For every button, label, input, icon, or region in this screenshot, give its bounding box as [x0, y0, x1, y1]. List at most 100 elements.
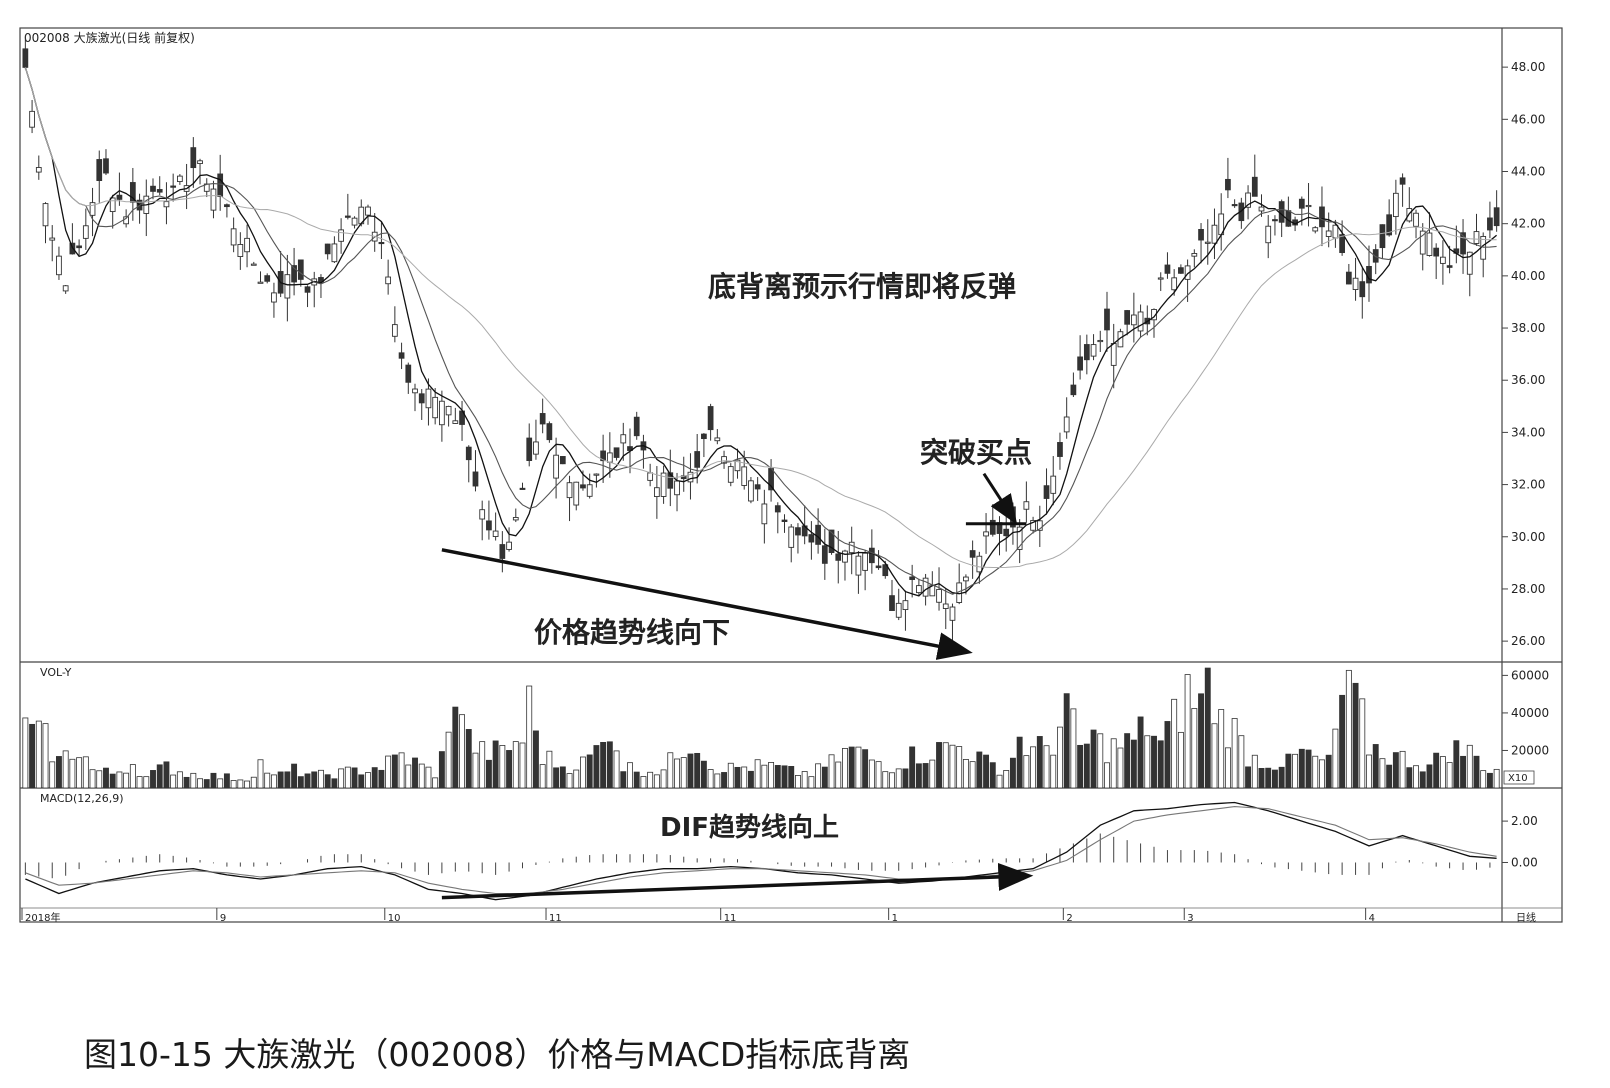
volume-bar [1386, 764, 1393, 789]
volume-bar [855, 746, 862, 789]
candle-up-body [714, 437, 721, 442]
candle [1171, 269, 1178, 296]
candle [694, 434, 701, 484]
price-tick-label: 30.00 [1511, 530, 1545, 544]
volume-bar [1036, 736, 1043, 789]
volume-bar [942, 742, 949, 789]
date-tick-label: 10 [388, 913, 401, 924]
candle [868, 529, 875, 574]
volume-bar [277, 771, 284, 789]
volume-bar [687, 753, 694, 789]
candle-up-body [761, 503, 768, 525]
volume-bar [1110, 738, 1117, 789]
volume-bar [223, 773, 230, 789]
candle-up-body [1312, 227, 1319, 232]
candle [1151, 308, 1157, 338]
candle [748, 477, 754, 504]
volume-bar [1090, 729, 1097, 789]
volume-bar [593, 745, 600, 789]
volume-bar [150, 770, 156, 789]
macd-histogram [24, 833, 1491, 879]
candle [647, 463, 654, 487]
candle-down-body [815, 524, 821, 545]
candle [1460, 219, 1466, 274]
volume-bar [1184, 674, 1191, 789]
candle-down-body [546, 423, 553, 441]
volume-bar [1366, 754, 1372, 789]
candle [942, 588, 949, 630]
candle-down-body [519, 487, 526, 490]
candle-up-body [1023, 501, 1030, 510]
candle [774, 502, 781, 534]
candle [566, 475, 573, 522]
macd-tick-label: 0.00 [1511, 855, 1538, 869]
volume-bar [1157, 740, 1164, 789]
volume-bar [485, 759, 492, 789]
candle [365, 204, 371, 225]
volume-bar [1433, 752, 1440, 789]
volume-bar [875, 761, 882, 789]
volume-bar [116, 771, 123, 789]
candle [35, 155, 42, 180]
volume-bar [1332, 728, 1339, 789]
candle-up-body [1258, 206, 1265, 212]
volume-bar [1426, 764, 1433, 789]
chart-title: 002008 大族激光(日线 前复权) [24, 30, 195, 45]
candle [1386, 199, 1393, 237]
candle-down-body [1298, 198, 1305, 209]
volume-bar [956, 746, 963, 789]
candle-up-body [284, 274, 291, 299]
volume-bar [1258, 768, 1265, 789]
volume-bar [29, 723, 36, 789]
volume-bar [653, 774, 660, 789]
candle [62, 285, 69, 294]
volume-bar [1030, 746, 1037, 789]
candle-up-body [338, 229, 344, 242]
candle [210, 180, 217, 219]
volume-bar [734, 766, 741, 789]
candle-down-body [76, 245, 82, 249]
candle-up-body [653, 487, 660, 498]
price-tick-label: 40.00 [1511, 269, 1545, 283]
candle-up-body [56, 255, 62, 276]
candle-down-body [1124, 310, 1131, 325]
candle-up-body [512, 517, 519, 521]
volume-unit-label: X10 [1508, 773, 1528, 784]
volume-bar [586, 754, 593, 789]
volume-bar [566, 773, 573, 789]
volume-bar [647, 771, 654, 789]
candle-up-body [586, 484, 593, 497]
price-tick-label: 34.00 [1511, 425, 1545, 439]
candle [862, 550, 869, 591]
candle [519, 482, 526, 490]
candle-up-body [432, 396, 439, 419]
volume-bar [1083, 743, 1090, 789]
volume-bar [237, 779, 244, 789]
candle-down-body [1178, 267, 1184, 274]
candle-up-body [29, 110, 35, 128]
volume-bar [983, 754, 990, 789]
date-tick-label: 2018年 [25, 911, 60, 924]
candle-up-body [412, 388, 418, 394]
candle [224, 203, 230, 218]
candle-up-body [855, 555, 862, 576]
candle-down-body [828, 529, 835, 554]
volume-bar [996, 774, 1003, 789]
volume-bar [989, 762, 996, 789]
candle-up-body [1050, 475, 1057, 494]
ma5-line [24, 67, 1498, 597]
volume-bar [76, 757, 83, 789]
volume-bar [1171, 698, 1178, 789]
price-tick-label: 48.00 [1511, 60, 1545, 74]
candle-down-body [378, 241, 385, 245]
candle [1097, 330, 1104, 352]
volume-bar [492, 740, 499, 789]
candle [808, 521, 815, 560]
candle-up-body [1466, 251, 1473, 275]
candle [1366, 245, 1372, 302]
volume-bar [1379, 758, 1386, 789]
macd-panel-label: MACD(12,26,9) [40, 792, 124, 805]
candle-up-body [721, 456, 727, 464]
candle-down-body [297, 259, 304, 280]
candle-down-body [969, 550, 976, 558]
